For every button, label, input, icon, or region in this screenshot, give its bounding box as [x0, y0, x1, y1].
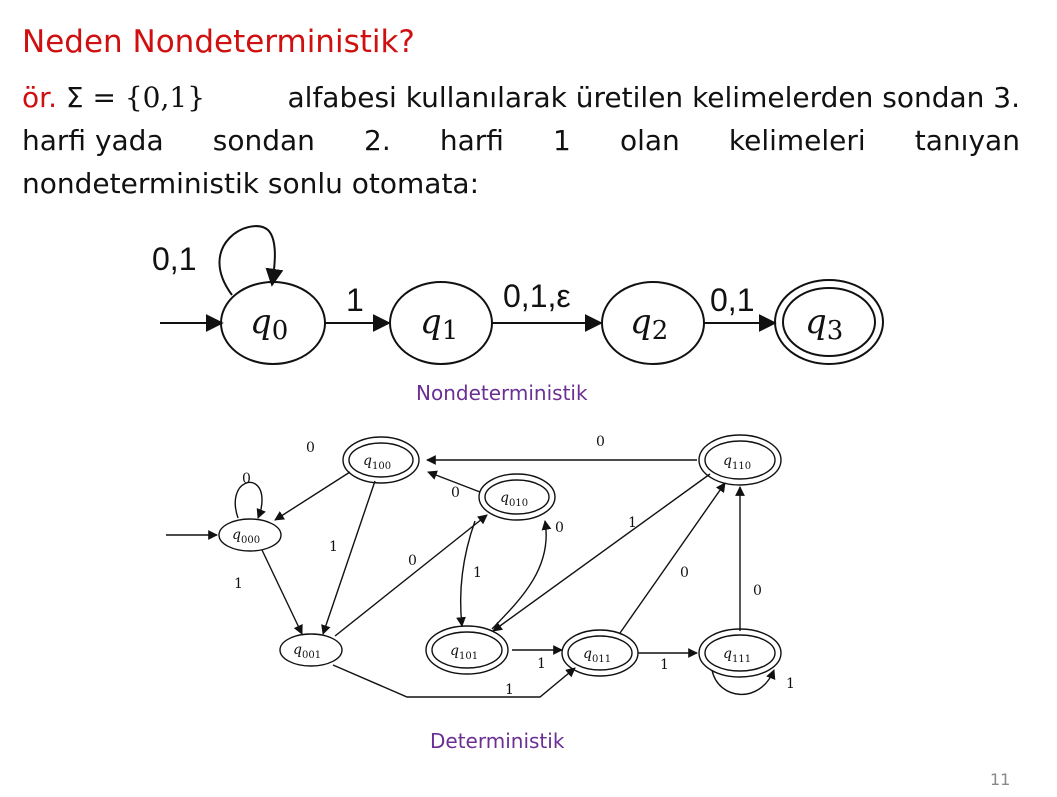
- dfa-state-q100-outer: [342, 436, 420, 484]
- dfa-state-q100-inner: [348, 442, 414, 478]
- word: kelimeleri: [728, 124, 866, 157]
- nfa-state-q3-inner: [782, 287, 876, 357]
- dfa-state-label: q101: [450, 643, 478, 662]
- dfa-state-label: q010: [500, 490, 528, 509]
- dfa-edge-label: 1: [473, 565, 482, 581]
- dfa-edge-label: 0: [753, 583, 762, 599]
- dfa-edge-q011-q110: [619, 482, 726, 634]
- dfa-edge-q000-q001: [261, 549, 303, 635]
- dfa-loop-q000: [234, 481, 266, 519]
- dfa-edge-label: 0: [680, 565, 689, 581]
- dfa-edge-label: 1: [660, 657, 669, 673]
- dfa-edge-q010-q101: [456, 520, 476, 627]
- nfa-diagram: [160, 225, 884, 365]
- dfa-edge-label: 1: [505, 682, 514, 698]
- dfa-edge-q100-q000: [274, 471, 351, 521]
- dfa-state-labels: q000 q100 q010 q110 q001 q101 q011 q111: [232, 453, 751, 665]
- dfa-state-label: q000: [232, 527, 260, 546]
- paragraph-line-3: nondeterministik sonlu otomata:: [22, 162, 1020, 205]
- nfa-edge-label: 1: [346, 282, 364, 318]
- word: tanıyan: [914, 124, 1020, 157]
- nfa-state-q2: [601, 281, 705, 365]
- dfa-state-q101-inner: [431, 631, 503, 669]
- alphabet-set: {0,1}: [124, 81, 206, 114]
- nfa-edge-labels: 0,1 1 0,1,ε 0,1: [152, 241, 754, 318]
- dfa-state-label: q001: [293, 642, 321, 661]
- dfa-edge-q001-q010: [334, 514, 488, 637]
- dfa-edge-label: 1: [329, 539, 338, 555]
- nfa-state-label: q0: [250, 302, 288, 346]
- dfa-edge-label: 0: [596, 434, 605, 450]
- dfa-state-q011-inner: [567, 635, 633, 671]
- dfa-edge-q110-q101: [492, 473, 711, 632]
- dfa-edge-q001-q011: [332, 664, 576, 698]
- nfa-caption: Nondeterministik: [416, 381, 588, 405]
- dfa-state-q010-outer: [478, 473, 556, 521]
- dfa-state-q011-outer: [561, 629, 639, 677]
- nfa-loop-label: 0,1: [152, 241, 196, 277]
- dfa-edge-label: 0: [408, 553, 417, 569]
- dfa-state-q010-inner: [484, 479, 550, 515]
- dfa-edge-label: 0: [306, 440, 315, 456]
- word: 2.: [364, 124, 391, 157]
- dfa-state-q111-inner: [704, 634, 776, 672]
- question-paragraph: ör. Σ = {0,1} alfabesi kullanılarak üret…: [22, 76, 1020, 205]
- dfa-edge-label: 1: [786, 676, 795, 692]
- dfa-edge-label: 1: [628, 515, 637, 531]
- dfa-state-q000: [218, 518, 282, 552]
- word: sondan: [212, 124, 315, 157]
- nfa-state-label: q1: [420, 302, 458, 346]
- dfa-state-label: q110: [723, 453, 751, 472]
- nfa-state-q3-outer: [774, 279, 884, 365]
- dfa-edge-label: 1: [537, 656, 546, 672]
- nfa-state-q0: [220, 281, 326, 365]
- dfa-state-q110-inner: [704, 440, 776, 480]
- dfa-edge-label: 0: [242, 471, 251, 487]
- nfa-state-label: q2: [630, 302, 668, 346]
- nfa-state-label: q3: [805, 302, 843, 346]
- dfa-state-q001: [279, 633, 343, 667]
- dfa-edge-label: 1: [234, 576, 243, 592]
- word: 1: [553, 124, 571, 157]
- paragraph-line-3-text: nondeterministik sonlu otomata:: [22, 167, 480, 200]
- nfa-state-q1: [389, 281, 493, 365]
- nfa-state-labels: q0 q1 q2 q3: [250, 302, 843, 346]
- example-prefix: ör.: [22, 81, 57, 114]
- nfa-self-loop-q0: [218, 225, 284, 296]
- dfa-edge-label: 0: [451, 485, 460, 501]
- word: olan: [619, 124, 680, 157]
- page-number: 11: [990, 770, 1011, 789]
- sigma-symbol: Σ =: [65, 81, 116, 114]
- dfa-state-label: q100: [363, 453, 391, 472]
- slide-title: Neden Nondeterministik?: [22, 24, 415, 60]
- dfa-state-label: q011: [583, 646, 611, 665]
- dfa-caption: Deterministik: [430, 729, 565, 753]
- dfa-state-q101-outer: [425, 625, 509, 675]
- dfa-edge-q010-q100: [427, 470, 481, 493]
- dfa-edge-label: 0: [555, 520, 564, 536]
- word: harfi: [439, 124, 504, 157]
- dfa-state-q110-outer: [698, 434, 782, 486]
- paragraph-line-1: ör. Σ = {0,1} alfabesi kullanılarak üret…: [22, 76, 1020, 119]
- dfa-edge-q101-q010: [491, 520, 552, 630]
- dfa-diagram: [166, 434, 782, 698]
- dfa-state-q111-outer: [698, 628, 782, 678]
- dfa-loop-q111: [711, 669, 776, 696]
- dfa-state-label: q111: [723, 646, 751, 665]
- dfa-edge-q100-q001: [321, 480, 376, 635]
- nfa-edge-label: 0,1,ε: [503, 278, 571, 314]
- paragraph-line-1-text: alfabesi kullanılarak üretilen kelimeler…: [287, 81, 1021, 114]
- paragraph-line-2: harfi yada sondan 2. harfi 1 olan kelime…: [22, 119, 1020, 162]
- word: harfi yada: [22, 124, 164, 157]
- nfa-edge-label: 0,1: [710, 282, 754, 318]
- dfa-edge-labels: 0 0 0 0 1 1 0 1 1 0 0 1 1 1 1 0: [234, 434, 795, 698]
